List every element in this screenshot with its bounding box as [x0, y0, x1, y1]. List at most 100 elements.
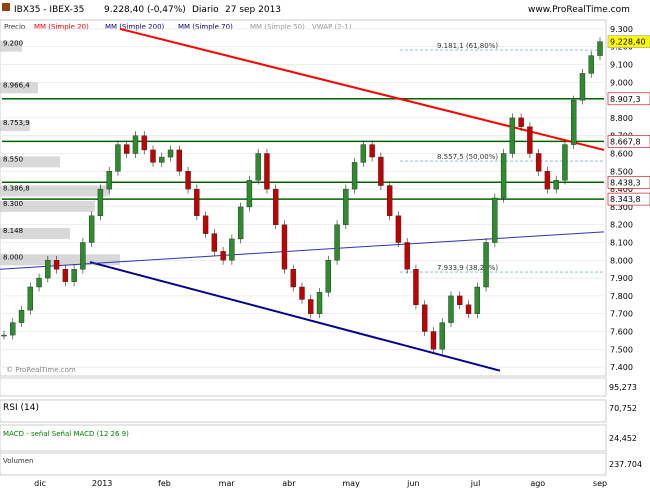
y-tick-label: 8.200 — [610, 221, 633, 230]
watermark: © ProRealTime.com — [6, 366, 76, 374]
price-tag-box — [607, 135, 650, 148]
candle-body — [395, 215, 402, 243]
candle-body — [597, 41, 603, 56]
chart-header: IBX35 - IBEX-35 9.228,40 (-0,47%) Diario… — [2, 3, 630, 31]
candle-body — [544, 171, 551, 190]
candle-body — [159, 156, 165, 163]
macd-panel-frame — [0, 424, 607, 452]
candle-body — [71, 269, 77, 282]
price-tag-box — [607, 92, 650, 106]
candle-body — [88, 215, 95, 243]
candle-body — [229, 238, 235, 261]
candle-body — [334, 224, 340, 261]
x-tick-label: may — [342, 479, 360, 488]
candle-body — [448, 295, 454, 323]
volume-profile-label: 8.000 — [3, 253, 23, 261]
candle-body — [500, 153, 507, 199]
volume-profile: 9.200 8.966,4 8.753,9 8.550 8.386,8 8.300 8.14… — [0, 40, 120, 266]
legend-mm200: MM (Simple 200) — [105, 23, 165, 31]
candle-body — [97, 188, 104, 217]
candle-body — [422, 304, 428, 332]
y-tick-label: 8.000 — [610, 256, 633, 265]
x-axis: dic 2013 feb mar abr may jun jul ago sep — [34, 479, 607, 488]
x-tick-label: 2013 — [92, 479, 112, 488]
candle-body — [194, 188, 200, 217]
legend-mm20: MM (Simple 20) — [34, 23, 89, 31]
volume-profile-bar — [0, 254, 120, 266]
indicator-value: 237.704 — [609, 460, 642, 469]
volume-panel-frame — [0, 452, 607, 476]
candle-body — [45, 260, 51, 279]
price-series — [1, 37, 603, 354]
period-label: Diario — [192, 5, 219, 15]
candle-body — [141, 135, 147, 151]
candle-body — [281, 224, 288, 270]
x-tick-label: feb — [158, 479, 171, 488]
candle-body — [483, 242, 489, 288]
candle-body — [518, 117, 524, 128]
date-label: 27 sep 2013 — [225, 5, 281, 15]
y-tick-label: 9.000 — [610, 78, 633, 87]
volume-profile-label: 8.300 — [3, 200, 23, 208]
volume-profile-bar — [0, 200, 95, 212]
volume-profile-bar — [0, 227, 70, 239]
x-tick-label: dic — [34, 479, 46, 488]
candle-body — [18, 309, 25, 323]
candle-body — [378, 156, 384, 186]
candle-body — [325, 260, 331, 293]
x-tick-label: abr — [282, 479, 296, 488]
candle-body — [27, 286, 33, 311]
candle-body — [237, 206, 244, 240]
candle-body — [509, 117, 516, 154]
legend-vwap: VWAP (2-1) — [312, 23, 352, 31]
macd-title: MACD - señal Señal MACD (12 26 9) — [3, 430, 129, 438]
candle-body — [1, 334, 7, 337]
indicator-value: 24,452 — [609, 434, 637, 443]
candle-body — [316, 292, 323, 314]
volume-title: Volumen — [3, 457, 33, 465]
overlay-lines: 9.181,1 (61,80%) 8.557,5 (50,00%) 7.933,9 … — [0, 27, 605, 372]
candle-body — [150, 149, 156, 163]
volume-profile-bar — [0, 40, 22, 52]
price-tag-label: 8.667,8 — [610, 137, 641, 146]
fibonacci-label: 7.933,9 (38,20%) — [437, 264, 498, 272]
candle-body — [80, 242, 86, 270]
candle-body — [273, 188, 279, 225]
candle-body — [439, 322, 445, 350]
candle-body — [386, 185, 393, 216]
x-tick-label: sep — [593, 479, 607, 488]
last-price-label: 9.228,40 (-0,47%) — [104, 5, 186, 15]
y-tick-label: 8.300 — [610, 203, 633, 212]
candle-body — [290, 269, 296, 288]
fibonacci-label: 9.181,1 (61,80%) — [437, 42, 498, 50]
volume-profile-label: 9.200 — [3, 40, 23, 48]
y-tick-label: 7.700 — [610, 310, 633, 319]
candle-body — [343, 188, 349, 225]
price-tags: 9.228,40 8.907,3 8.667,8 8.438,3 8.343,8 — [607, 35, 650, 206]
x-tick-label: ago — [530, 479, 545, 488]
candle-body — [527, 126, 533, 154]
candle-body — [62, 269, 69, 282]
rsi-panel-frame — [0, 399, 607, 423]
fibonacci-label: 8.557,5 (50,00%) — [437, 153, 498, 161]
y-tick-label: 7.600 — [610, 328, 633, 337]
y-tick-label: 8.600 — [610, 150, 633, 159]
candle-body — [124, 144, 130, 154]
candle-body — [492, 197, 498, 243]
candle-body — [185, 171, 191, 190]
volume-profile-label: 8.550 — [3, 155, 23, 163]
candle-body — [351, 162, 358, 190]
price-tag-label: 8.343,8 — [610, 195, 641, 204]
x-tick-label: mar — [219, 479, 236, 488]
price-tag-label: 9.228,40 — [610, 38, 646, 47]
legend-mm50: MM (Simple 50) — [250, 23, 305, 31]
site-label: www.ProRealTime.com — [528, 5, 630, 15]
trend-line-mm200 — [0, 231, 605, 270]
y-tick-label: 7.900 — [610, 274, 633, 283]
indicator-value: 95,273 — [609, 383, 637, 392]
candle-body — [588, 55, 594, 74]
y-tick-label: 8.400 — [610, 185, 633, 194]
candle-body — [132, 135, 139, 154]
candle-body — [360, 144, 367, 163]
